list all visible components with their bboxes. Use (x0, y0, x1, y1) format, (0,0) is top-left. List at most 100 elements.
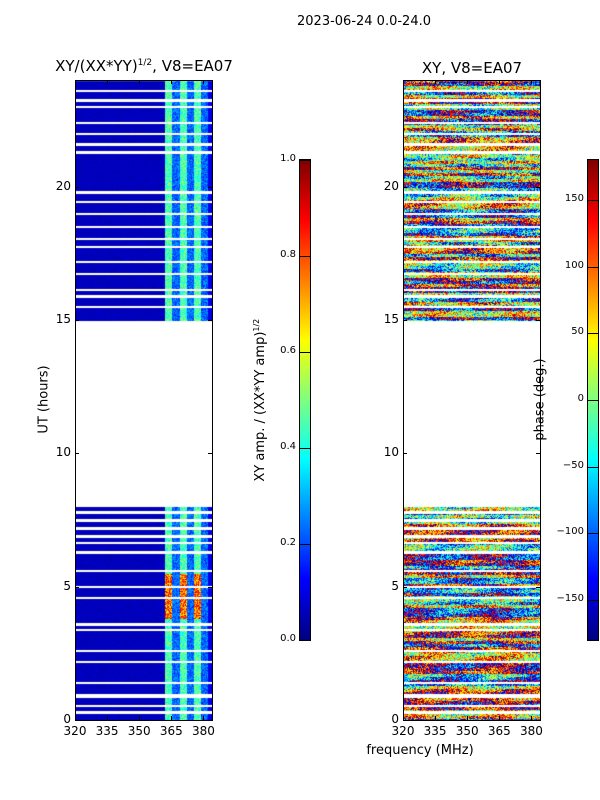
amp-panel-title: XY/(XX*YY)1/2, V8=EA07 (44, 57, 244, 75)
y-tick-right (536, 453, 540, 455)
y-tick-right (208, 186, 212, 188)
colorbar-tick-label: 150 (564, 193, 584, 204)
y-tick (403, 186, 407, 188)
y-tick (75, 320, 79, 321)
title-text: XY/(XX*YY) (55, 57, 138, 75)
phase-panel-title: XY, V8=EA07 (421, 59, 523, 77)
y-tick (403, 320, 407, 321)
amp-ylabel: UT (hours) (36, 365, 52, 434)
x-tick (467, 716, 469, 720)
x-tick (139, 716, 141, 720)
x-tick-label: 350 (455, 724, 479, 738)
y-tick-right (536, 186, 540, 188)
colorbar-tick (588, 200, 598, 201)
colorbar-tick-label: 0.4 (280, 441, 296, 452)
colorbar-tick-label: 0.8 (280, 249, 296, 260)
colorbar-tick (300, 448, 310, 449)
x-tick-top (203, 80, 205, 84)
phase-heatmap (403, 80, 540, 720)
x-tick (531, 716, 533, 720)
y-tick-label: 20 (55, 178, 71, 193)
y-tick-right (208, 720, 212, 721)
colorbar-tick (588, 400, 598, 401)
amp-axes-frame (75, 80, 213, 721)
suptitle: 2023-06-24 0.0-24.0 (297, 14, 431, 29)
colorbar-tick-label: −100 (556, 526, 584, 538)
colorbar-tick (300, 352, 310, 353)
colorbar-tick (300, 640, 310, 641)
x-tick-label: 335 (423, 724, 447, 738)
y-tick (75, 186, 79, 188)
x-tick (499, 716, 501, 720)
y-tick (403, 720, 407, 721)
x-tick-top (171, 80, 173, 84)
y-tick-right (208, 453, 212, 455)
y-tick-label: 5 (391, 578, 399, 593)
colorbar-tick (588, 600, 598, 601)
x-tick-label: 320 (63, 724, 87, 738)
y-tick-right (536, 586, 540, 588)
colorbar-tick-label: 50 (571, 326, 584, 338)
amp-heatmap (75, 80, 212, 720)
y-tick (75, 453, 79, 455)
y-tick (75, 720, 79, 721)
colorbar-tick (300, 544, 310, 545)
y-tick (75, 586, 79, 588)
x-tick-label: 350 (127, 724, 151, 738)
y-tick-label: 15 (383, 312, 399, 326)
x-tick-label: 380 (519, 724, 543, 738)
colorbar-tick-label: −50 (562, 459, 584, 471)
title-suffix: , V8=EA07 (152, 57, 233, 75)
y-tick-label: 10 (55, 445, 71, 460)
x-tick-top (531, 80, 533, 84)
colorbar-tick-label: 0.6 (280, 345, 296, 356)
title-sup: 1/2 (137, 58, 153, 68)
x-tick (107, 716, 109, 720)
x-tick-top (107, 80, 109, 84)
x-tick-top (403, 80, 404, 84)
y-tick-right (536, 320, 540, 321)
colorbar-tick-label: 0.2 (280, 537, 296, 548)
xlabel: frequency (MHz) (366, 743, 474, 758)
colorbar-tick-label: −150 (556, 593, 584, 604)
x-tick-top (467, 80, 469, 84)
colorbar-tick (588, 266, 598, 268)
x-tick-top (499, 80, 501, 84)
y-tick-label: 0 (63, 712, 71, 726)
y-tick-label: 20 (383, 178, 399, 193)
y-tick (403, 586, 407, 588)
x-tick (435, 716, 437, 720)
y-tick-label: 15 (55, 312, 71, 326)
x-tick-label: 335 (95, 724, 119, 738)
colorbar-tick-label: 100 (564, 259, 584, 271)
amp-colorbar (300, 160, 310, 640)
y-tick-label: 5 (63, 578, 71, 593)
y-tick-label: 0 (391, 712, 399, 726)
x-tick (75, 716, 76, 720)
colorbar-tick-label: 0 (577, 393, 584, 404)
phase-axes-frame (403, 80, 541, 721)
amp-colorbar-label: XY amp. / (XX*YY amp)1/2 (252, 300, 268, 500)
x-tick-label: 320 (391, 724, 415, 738)
x-tick-top (75, 80, 76, 84)
x-tick (403, 716, 404, 720)
phase-colorbar-frame (587, 159, 599, 641)
x-tick (171, 716, 173, 720)
y-tick-right (208, 586, 212, 588)
colorbar-tick (588, 533, 598, 535)
colorbar-tick (588, 466, 598, 468)
y-tick (403, 453, 407, 455)
colorbar-tick-label: 0.0 (280, 633, 296, 644)
y-tick-right (536, 720, 540, 721)
y-tick-right (208, 320, 212, 321)
amp-colorbar-frame (299, 159, 311, 641)
y-tick-label: 10 (383, 445, 399, 460)
colorbar-tick (588, 333, 598, 335)
colorbar-tick (300, 160, 310, 161)
colorbar-tick-label: 1.0 (280, 153, 296, 164)
colorbar-tick (300, 256, 310, 257)
x-tick-top (435, 80, 437, 84)
x-tick-label: 365 (159, 724, 183, 738)
cb-label-sup: 1/2 (251, 318, 261, 332)
